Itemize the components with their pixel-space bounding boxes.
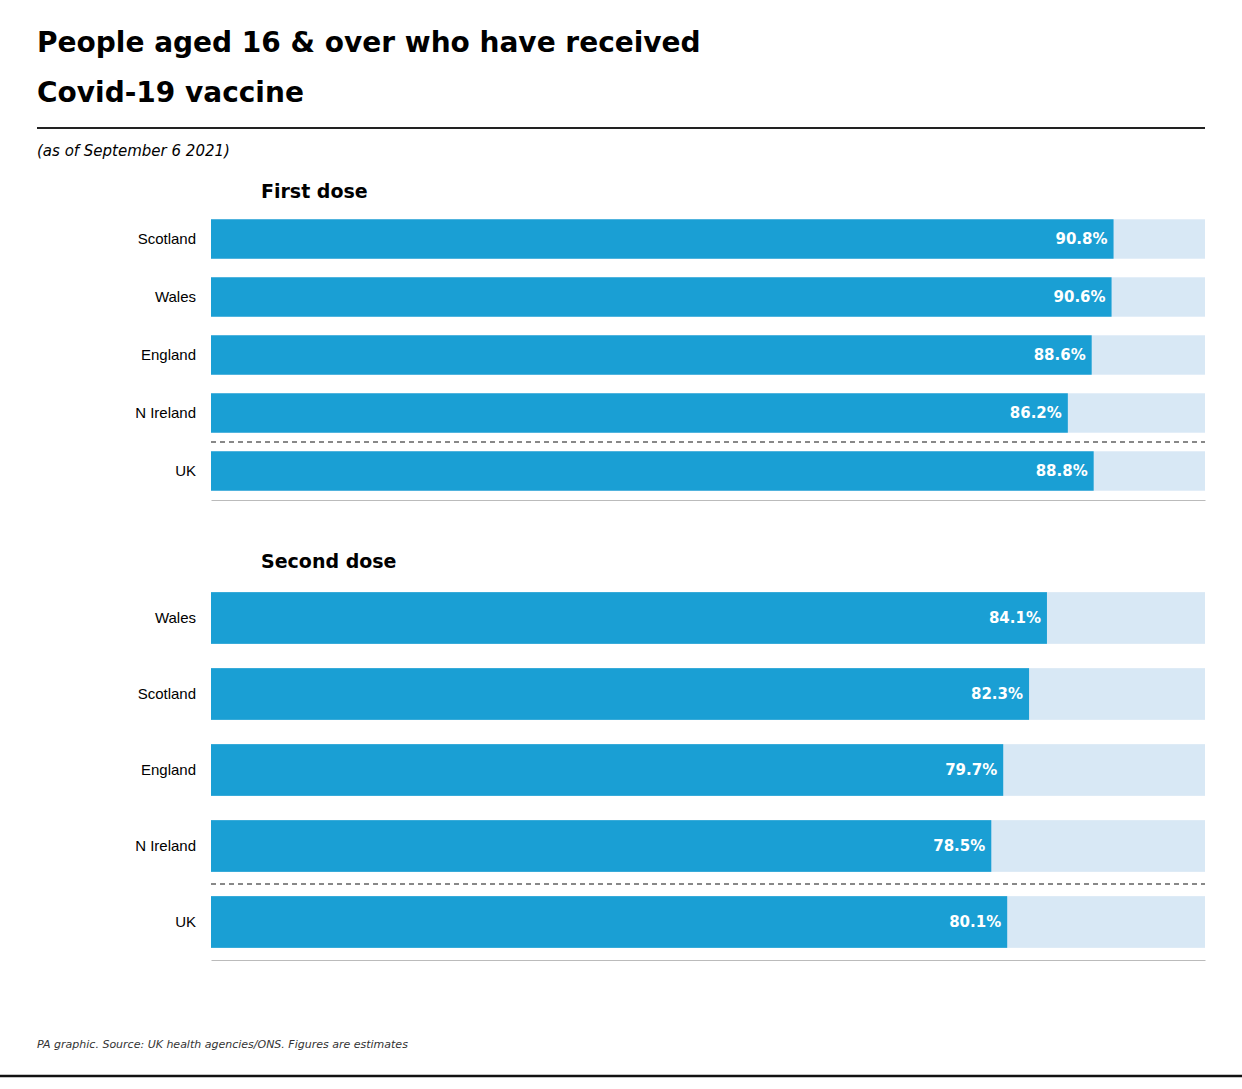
y-tick: Wales (155, 288, 196, 305)
bar (211, 393, 1068, 432)
y-tick: N Ireland (135, 837, 196, 854)
bar (211, 896, 1007, 948)
bar-track (211, 451, 1205, 490)
bar (211, 335, 1092, 374)
bar (211, 592, 1047, 644)
data-label: 86.2% (1010, 404, 1062, 422)
data-label: 78.5% (933, 837, 985, 855)
chart-section: Second dose 84.1% 82.3% 79.7% 78.5% 80.1% Wale… (135, 550, 1205, 961)
y-tick-label: Wales (155, 288, 196, 305)
y-tick: N Ireland (135, 404, 196, 421)
bar-track (211, 277, 1205, 316)
separator (211, 883, 1205, 885)
bar (211, 277, 1112, 316)
y-tick: Wales (155, 609, 196, 626)
plot-area (211, 592, 1205, 948)
y-tick: UK (175, 913, 196, 930)
data-label: 84.1% (989, 609, 1041, 627)
y-tick: Scotland (138, 685, 196, 702)
bar-track (211, 820, 1205, 872)
data-label: 80.1% (949, 913, 1001, 931)
y-tick-label: England (141, 761, 196, 778)
y-tick: Scotland (138, 230, 196, 247)
y-axis: Wales Scotland England N Ireland UK (135, 609, 196, 930)
y-tick-label: N Ireland (135, 404, 196, 421)
bar-track (211, 335, 1205, 374)
data-label: 90.6% (1054, 288, 1106, 306)
data-label: 88.6% (1034, 346, 1086, 364)
plot-area (211, 219, 1205, 490)
x-axis-domain (212, 960, 1206, 961)
y-tick-label: Scotland (138, 685, 196, 702)
bar-track (211, 744, 1205, 796)
y-tick-label: N Ireland (135, 837, 196, 854)
y-tick-label: England (141, 346, 196, 363)
chart-section: First dose 90.8% 90.6% 88.6% 86.2% 88.8% Scotl… (135, 180, 1205, 501)
bar (211, 820, 991, 872)
y-axis: Scotland Wales England N Ireland UK (135, 230, 196, 479)
x-axis (212, 500, 1206, 501)
x-axis-domain (212, 500, 1206, 501)
bar-track (211, 896, 1205, 948)
title: People aged 16 & over who have received (37, 26, 701, 59)
x-axis (212, 960, 1206, 961)
y-tick-label: UK (175, 462, 196, 479)
source: PA graphic. Source: UK health agencies/O… (37, 1038, 408, 1051)
data-label: 88.8% (1036, 462, 1088, 480)
chart-svg: People aged 16 & over who have received C… (0, 0, 1242, 1089)
section-title: Second dose (261, 550, 396, 572)
bar (211, 219, 1114, 258)
y-tick: England (141, 761, 196, 778)
bar-track (211, 219, 1205, 258)
bar (211, 451, 1094, 490)
separator (211, 441, 1205, 443)
y-tick-label: Wales (155, 609, 196, 626)
bar-track (211, 592, 1205, 644)
bar (211, 744, 1003, 796)
bar (211, 668, 1029, 720)
title: Covid-19 vaccine (37, 76, 304, 109)
data-label: 79.7% (945, 761, 997, 779)
bar-track (211, 668, 1205, 720)
data-label: 90.8% (1056, 230, 1108, 248)
y-tick: UK (175, 462, 196, 479)
bottom-rule (0, 1075, 1242, 1078)
section-title: First dose (261, 180, 368, 202)
y-tick-label: Scotland (138, 230, 196, 247)
data-label: 82.3% (971, 685, 1023, 703)
bar-track (211, 393, 1205, 432)
title-rule (37, 127, 1205, 129)
subtitle: (as of September 6 2021) (37, 142, 230, 160)
y-tick: England (141, 346, 196, 363)
y-tick-label: UK (175, 913, 196, 930)
